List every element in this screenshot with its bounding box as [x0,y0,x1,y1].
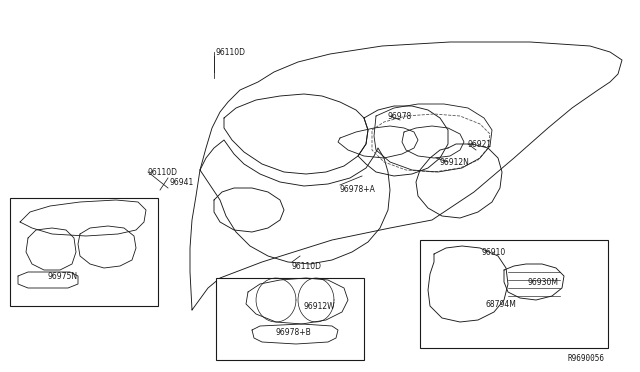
Text: 96110D: 96110D [292,262,322,271]
Text: R9690056: R9690056 [568,354,605,363]
Text: 96910: 96910 [482,248,506,257]
Text: 68794M: 68794M [486,300,517,309]
Text: 96921: 96921 [468,140,492,149]
Text: 96978: 96978 [388,112,412,121]
Text: 96912W: 96912W [304,302,335,311]
Text: 96930M: 96930M [528,278,559,287]
Bar [216,278,364,360]
Text: 96110D: 96110D [215,48,245,57]
Bar [420,240,608,348]
Text: 96912N: 96912N [440,158,470,167]
Text: 96978+B: 96978+B [276,328,312,337]
Bar [10,198,158,306]
Text: 96978+A: 96978+A [340,185,376,194]
Text: 96941: 96941 [170,178,195,187]
Text: 96110D: 96110D [148,168,178,177]
Text: 96975N: 96975N [48,272,78,281]
